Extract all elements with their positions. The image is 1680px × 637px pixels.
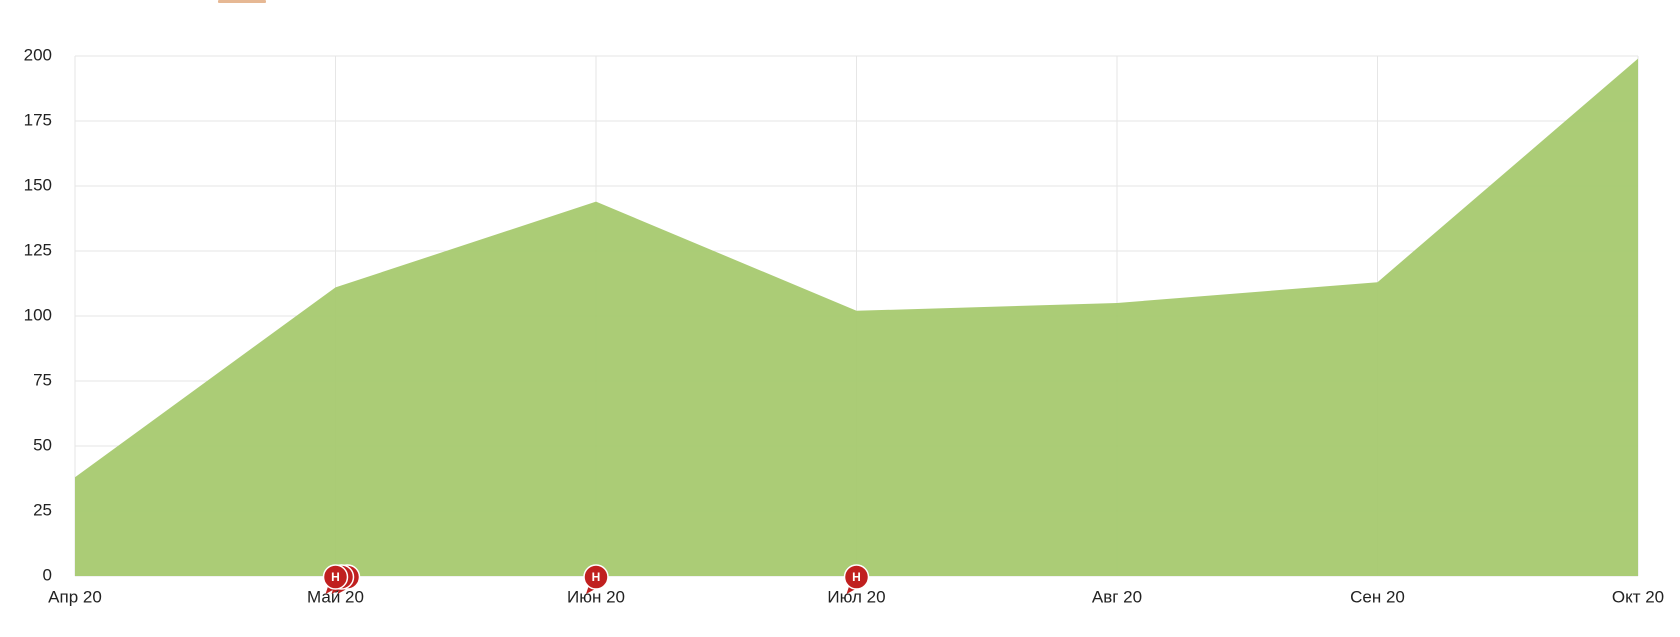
flag-label: Н	[331, 570, 340, 584]
y-tick-label: 125	[24, 240, 52, 259]
flag-bubble	[322, 564, 349, 590]
annotation-flag: Н	[322, 564, 349, 594]
annotation-flag: Н	[583, 564, 609, 594]
x-tick-label: Окт 20	[1612, 587, 1664, 606]
y-tick-label: 100	[24, 305, 52, 324]
x-tick-label: Май 20	[307, 587, 364, 606]
y-tick-label: 25	[33, 500, 52, 519]
x-tick-label: Авг 20	[1092, 587, 1142, 606]
y-tick-label: 200	[24, 45, 52, 64]
y-tick-label: 150	[24, 175, 52, 194]
y-tick-label: 0	[43, 565, 52, 584]
x-tick-label: Сен 20	[1350, 587, 1405, 606]
flag-label: Н	[592, 570, 601, 584]
flag-label: Н	[852, 570, 861, 584]
y-tick-label: 50	[33, 435, 52, 454]
area	[75, 58, 1638, 577]
y-tick-label: 75	[33, 370, 52, 389]
y-tick-label: 175	[24, 110, 52, 129]
flag-bubble	[843, 564, 870, 590]
x-tick-label: Июн 20	[567, 587, 625, 606]
flag-bubble	[583, 564, 609, 590]
x-tick-label: Июл 20	[827, 587, 885, 606]
annotation-flag: Н	[843, 564, 870, 594]
x-tick-label: Апр 20	[48, 587, 102, 606]
tab-edge	[218, 0, 266, 3]
